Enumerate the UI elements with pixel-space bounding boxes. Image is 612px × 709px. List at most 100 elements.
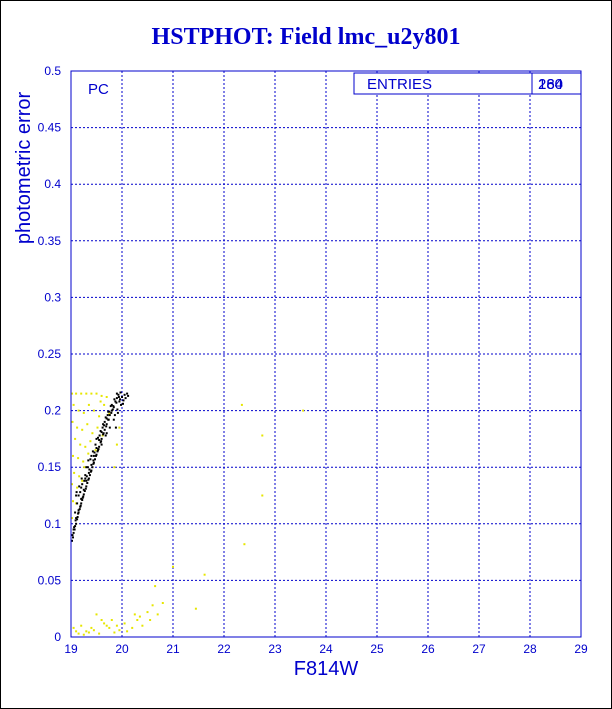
y-tick-label: 0.3 (44, 290, 61, 304)
data-point-black (122, 399, 125, 402)
data-point-yellow (77, 457, 80, 460)
data-point-black (87, 459, 90, 462)
data-point-black (90, 463, 93, 466)
stats-entries-label: ENTRIES (367, 76, 432, 93)
data-point-yellow (108, 626, 111, 629)
data-point-black (74, 519, 77, 522)
data-point-black (82, 495, 85, 498)
data-point-black (74, 525, 77, 528)
data-point-black (91, 450, 94, 453)
data-point-black (92, 459, 95, 462)
data-point-black (85, 466, 88, 469)
data-point-yellow (100, 619, 103, 621)
data-point-black (76, 502, 79, 505)
data-point-black (97, 436, 99, 439)
data-point-yellow (240, 403, 243, 406)
data-point-black (114, 400, 117, 403)
data-point-black (105, 432, 108, 435)
data-point-black (102, 423, 105, 426)
data-point-yellow (118, 426, 121, 429)
data-point-black (75, 494, 78, 497)
data-point-black (104, 416, 107, 419)
data-point-yellow (91, 432, 94, 435)
plot-area-border (70, 70, 582, 638)
data-point-black (99, 441, 102, 444)
data-point-yellow (113, 631, 116, 634)
data-point-yellow (83, 466, 86, 469)
data-point-black (122, 402, 124, 405)
data-point-black (79, 504, 82, 507)
y-tick-label: 0.05 (38, 573, 62, 587)
data-point-yellow (203, 573, 206, 576)
data-point-yellow (90, 626, 93, 629)
data-point-black (95, 454, 97, 457)
data-point-yellow (77, 632, 80, 635)
data-point-black (119, 391, 122, 394)
y-tick-label: 0.45 (38, 121, 62, 135)
data-point-black (107, 410, 110, 413)
y-tick-label: 0.35 (38, 234, 62, 248)
data-point-yellow (75, 630, 78, 633)
data-point-yellow (92, 409, 95, 412)
data-point-black (124, 397, 127, 400)
data-point-yellow (101, 434, 104, 437)
data-point-yellow (108, 413, 111, 415)
data-point-black (100, 443, 103, 446)
y-tick-label: 0.2 (44, 404, 61, 418)
data-point-black (103, 428, 106, 431)
data-point-yellow (81, 428, 84, 431)
data-point-yellow (76, 426, 79, 429)
y-tick-label: 0 (54, 630, 61, 644)
x-tick-label: 20 (115, 642, 129, 656)
data-point-yellow (71, 517, 73, 520)
stats-box: ENTRIES 280 164 (353, 72, 582, 95)
data-point-black (92, 454, 95, 457)
series-black-points (71, 391, 130, 542)
data-point-black (90, 469, 93, 472)
data-point-yellow (84, 445, 87, 448)
data-point-black (105, 423, 108, 426)
data-point-black (115, 401, 118, 404)
data-point-black (75, 522, 78, 525)
y-tick-label: 0.5 (44, 64, 61, 78)
data-point-black (77, 511, 80, 514)
data-point-black (80, 497, 83, 500)
data-point-black (72, 531, 75, 534)
data-point-black (115, 397, 118, 400)
data-point-black (103, 424, 106, 427)
data-point-black (71, 539, 73, 542)
grid-lines (70, 70, 582, 638)
data-point-yellow (82, 633, 85, 636)
data-point-black (87, 477, 90, 480)
data-point-black (123, 393, 126, 396)
x-tick-label: 28 (523, 642, 537, 656)
data-point-black (82, 488, 85, 491)
x-axis-label: F814W (294, 658, 359, 680)
data-point-black (100, 437, 103, 440)
data-point-black (81, 499, 84, 501)
data-point-black (107, 418, 110, 421)
data-point-yellow (73, 471, 76, 474)
data-point-black (102, 432, 105, 435)
data-point-yellow (149, 619, 152, 621)
data-point-yellow (100, 394, 103, 397)
data-point-yellow (95, 613, 98, 616)
data-point-black (106, 414, 109, 417)
data-point-black (87, 471, 90, 474)
data-point-black (85, 485, 88, 488)
data-point-black (77, 494, 80, 497)
data-point-black (121, 396, 123, 398)
y-tick-label: 0.1 (44, 517, 61, 531)
data-point-black (96, 450, 99, 453)
data-point-black (93, 451, 96, 454)
data-point-black (85, 479, 88, 482)
data-point-black (108, 426, 111, 429)
data-point-yellow (161, 602, 164, 604)
data-point-black (92, 461, 95, 464)
data-point-black (87, 478, 90, 481)
x-tick-labels: 19 20 21 22 23 24 25 26 27 28 29 (64, 642, 588, 656)
x-tick-label: 23 (268, 642, 282, 656)
data-point-black (108, 410, 111, 413)
data-point-black (77, 509, 80, 512)
data-point-black (109, 405, 112, 408)
